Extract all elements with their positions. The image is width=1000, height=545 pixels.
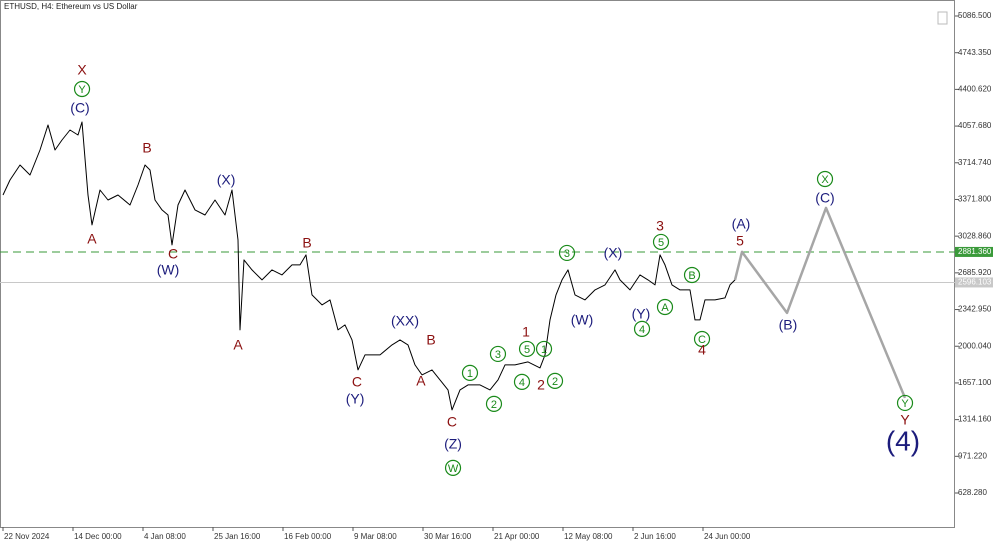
- wave-label: 4: [698, 342, 706, 358]
- y-tick-label: 1314.160: [958, 415, 992, 424]
- y-tick-label: 2000.040: [958, 341, 992, 350]
- panel-icon: [937, 11, 948, 25]
- wave-label: A: [416, 373, 426, 389]
- x-tick-label: 4 Jan 08:00: [144, 532, 186, 541]
- y-tick-label: 4400.620: [958, 84, 992, 93]
- wave-circle: [896, 394, 914, 412]
- wave-label: 2: [552, 376, 558, 388]
- wave-label: (Y): [632, 306, 651, 322]
- y-tick-label: 4743.350: [958, 48, 992, 57]
- wave-label: (C): [70, 100, 89, 116]
- wave-circle: [816, 170, 834, 188]
- wave-label: 3: [564, 248, 570, 260]
- wave-label: B: [142, 140, 151, 156]
- chart-title: ETHUSD, H4: Ethereum vs US Dollar: [4, 2, 138, 11]
- wave-label: Y: [900, 412, 910, 428]
- y-tick-label: 3028.860: [958, 231, 992, 240]
- x-tick-label: 14 Dec 00:00: [74, 532, 122, 541]
- wave-label: (W): [157, 262, 180, 278]
- level-label: 2596.103: [958, 278, 992, 287]
- x-tick-label: 25 Jan 16:00: [214, 532, 261, 541]
- wave-label: (Y): [346, 391, 365, 407]
- wave-circle: [535, 340, 553, 358]
- projection-line: [733, 206, 907, 399]
- x-tick-label: 2 Jun 16:00: [634, 532, 676, 541]
- y-tick-label: 3714.740: [958, 158, 992, 167]
- wave-circle: [489, 345, 507, 363]
- wave-circle: [485, 395, 503, 413]
- wave-label: 5: [736, 233, 744, 249]
- wave-label: 1: [541, 344, 547, 356]
- wave-label: A: [87, 231, 97, 247]
- y-tick-label: 4057.680: [958, 121, 992, 130]
- y-tick-label: 3371.800: [958, 195, 992, 204]
- wave-label: 1: [467, 368, 473, 380]
- wave-circle: [656, 298, 674, 316]
- plot-frame: [0, 0, 955, 528]
- x-tick-label: 16 Feb 00:00: [284, 532, 332, 541]
- x-tick-label: 24 Jun 00:00: [704, 532, 751, 541]
- x-tick-label: 21 Apr 00:00: [494, 532, 540, 541]
- wave-circle: [652, 233, 670, 251]
- level-label: 2881.360: [958, 247, 992, 256]
- wave-label: C: [352, 374, 362, 390]
- wave-circle: [683, 266, 701, 284]
- wave-label: A: [233, 337, 243, 353]
- x-tick-label: 30 Mar 16:00: [424, 532, 472, 541]
- wave-label: 5: [658, 237, 664, 249]
- wave-label: B: [426, 332, 435, 348]
- x-tick-label: 9 Mar 08:00: [354, 532, 397, 541]
- y-tick-label: 2685.920: [958, 268, 992, 277]
- wave-label: B: [688, 270, 695, 282]
- wave-label: C: [447, 414, 457, 430]
- wave-label: Y: [78, 84, 86, 96]
- wave-label: (X): [217, 172, 236, 188]
- wave-label: C: [168, 246, 178, 262]
- wave-label: X: [77, 62, 87, 78]
- wave-label: W: [448, 463, 459, 475]
- y-tick-label: 5086.500: [958, 11, 992, 20]
- wave-circle: [693, 330, 711, 348]
- wave-circle: [546, 372, 564, 390]
- wave-label: 2: [491, 399, 497, 411]
- wave-label: B: [302, 235, 311, 251]
- wave-label: X: [821, 174, 829, 186]
- y-tick-label: 628.280: [958, 488, 987, 497]
- wave-circle: [558, 244, 576, 262]
- wave-circle: [518, 340, 536, 358]
- wave-label: (4): [886, 425, 920, 456]
- y-tick-label: 971.220: [958, 451, 987, 460]
- x-tick-label: 22 Nov 2024: [4, 532, 50, 541]
- wave-label: 2: [537, 377, 545, 393]
- x-tick-label: 12 May 08:00: [564, 532, 613, 541]
- y-tick-label: 1657.100: [958, 378, 992, 387]
- wave-label: (X): [604, 245, 623, 261]
- wave-circle: [73, 80, 91, 98]
- wave-circle: [633, 320, 651, 338]
- wave-label: 4: [519, 377, 525, 389]
- level-tag: [955, 246, 993, 257]
- wave-label: (W): [571, 312, 594, 328]
- wave-label: C: [698, 334, 706, 346]
- y-tick-label: 2342.950: [958, 305, 992, 314]
- wave-label: 3: [656, 218, 664, 234]
- wave-label: 3: [495, 349, 501, 361]
- level-tag: [955, 277, 993, 288]
- wave-label: (C): [815, 190, 834, 206]
- wave-label: 5: [524, 344, 530, 356]
- price-line: [2, 121, 736, 411]
- wave-circle: [461, 364, 479, 381]
- wave-label: (A): [732, 216, 751, 232]
- wave-circle: [513, 373, 531, 390]
- wave-label: (XX): [391, 313, 419, 329]
- wave-label: (B): [779, 317, 798, 333]
- wave-label: (Z): [444, 436, 462, 452]
- wave-circle: [444, 459, 462, 476]
- wave-label: 4: [639, 324, 645, 336]
- wave-label: 1: [522, 324, 530, 340]
- wave-label: Y: [901, 398, 909, 410]
- wave-label: A: [661, 302, 669, 314]
